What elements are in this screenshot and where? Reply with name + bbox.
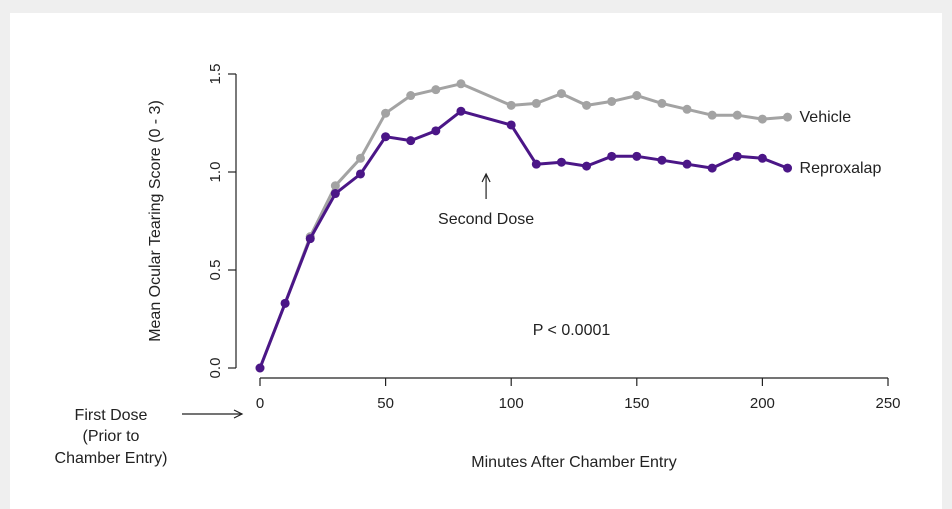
x-tick-label: 150 — [624, 395, 649, 412]
x-tick-label: 200 — [750, 395, 775, 412]
data-point-reproxalap — [506, 120, 516, 130]
data-point-vehicle — [355, 153, 365, 163]
x-axis-title: Minutes After Chamber Entry — [471, 454, 676, 471]
data-point-reproxalap — [305, 234, 315, 244]
first-dose-label-line: (Prior to — [83, 428, 140, 445]
data-point-vehicle — [682, 104, 692, 114]
p-value-label: P < 0.0001 — [533, 322, 611, 339]
y-tick-label: 0.0 — [207, 358, 224, 379]
data-point-reproxalap — [381, 132, 391, 142]
first-dose-arrow-head — [233, 409, 244, 419]
data-point-vehicle — [783, 112, 793, 122]
data-point-vehicle — [707, 110, 717, 120]
first-dose-label-line: First Dose — [75, 407, 148, 424]
data-point-vehicle — [506, 100, 516, 110]
data-point-reproxalap — [280, 298, 290, 308]
data-point-reproxalap — [582, 161, 592, 171]
y-axis-title: Mean Ocular Tearing Score (0 - 3) — [147, 100, 164, 342]
x-tick-label: 250 — [875, 395, 900, 412]
data-point-vehicle — [456, 79, 466, 89]
tearing-score-chart: 0.0 0.5 1.0 1.5 Mean Ocular Tearing Score (0… — [55, 64, 901, 471]
data-point-reproxalap — [632, 151, 642, 161]
data-point-vehicle — [607, 96, 617, 106]
y-tick-label: 0.5 — [207, 260, 224, 281]
data-point-vehicle — [556, 89, 566, 99]
second-dose-arrow-head — [481, 172, 491, 183]
data-point-reproxalap — [732, 151, 742, 161]
series-label-reproxalap: Reproxalap — [800, 160, 882, 177]
data-point-vehicle — [330, 181, 340, 191]
second-dose-label: Second Dose — [438, 211, 534, 228]
data-point-reproxalap — [406, 136, 416, 146]
data-point-reproxalap — [757, 153, 767, 163]
data-point-reproxalap — [657, 155, 667, 165]
data-point-vehicle — [431, 85, 441, 95]
data-point-reproxalap — [431, 126, 441, 136]
data-point-reproxalap — [682, 159, 692, 169]
x-tick-label: 0 — [256, 395, 264, 412]
data-point-reproxalap — [456, 106, 466, 116]
data-point-vehicle — [757, 114, 767, 124]
y-tick-label: 1.5 — [207, 64, 224, 85]
first-dose-label-line: Chamber Entry) — [55, 450, 168, 467]
data-point-reproxalap — [607, 151, 617, 161]
series-label-vehicle: Vehicle — [800, 109, 852, 126]
data-point-reproxalap — [255, 363, 265, 373]
chart-card: 0.0 0.5 1.0 1.5 Mean Ocular Tearing Score (0… — [10, 13, 942, 509]
data-point-vehicle — [381, 108, 391, 118]
data-point-reproxalap — [556, 157, 566, 167]
data-point-vehicle — [657, 98, 667, 108]
data-point-vehicle — [582, 100, 592, 110]
x-tick-label: 50 — [377, 395, 394, 412]
data-point-reproxalap — [330, 189, 340, 199]
data-point-vehicle — [531, 98, 541, 108]
data-point-reproxalap — [355, 169, 365, 179]
data-point-reproxalap — [783, 163, 793, 173]
data-point-vehicle — [632, 91, 642, 101]
data-point-vehicle — [732, 110, 742, 120]
y-tick-label: 1.0 — [207, 162, 224, 183]
data-point-vehicle — [406, 91, 416, 101]
series-line-reproxalap — [258, 109, 789, 369]
data-point-reproxalap — [531, 159, 541, 169]
x-tick-label: 100 — [499, 395, 524, 412]
data-point-reproxalap — [707, 163, 717, 173]
